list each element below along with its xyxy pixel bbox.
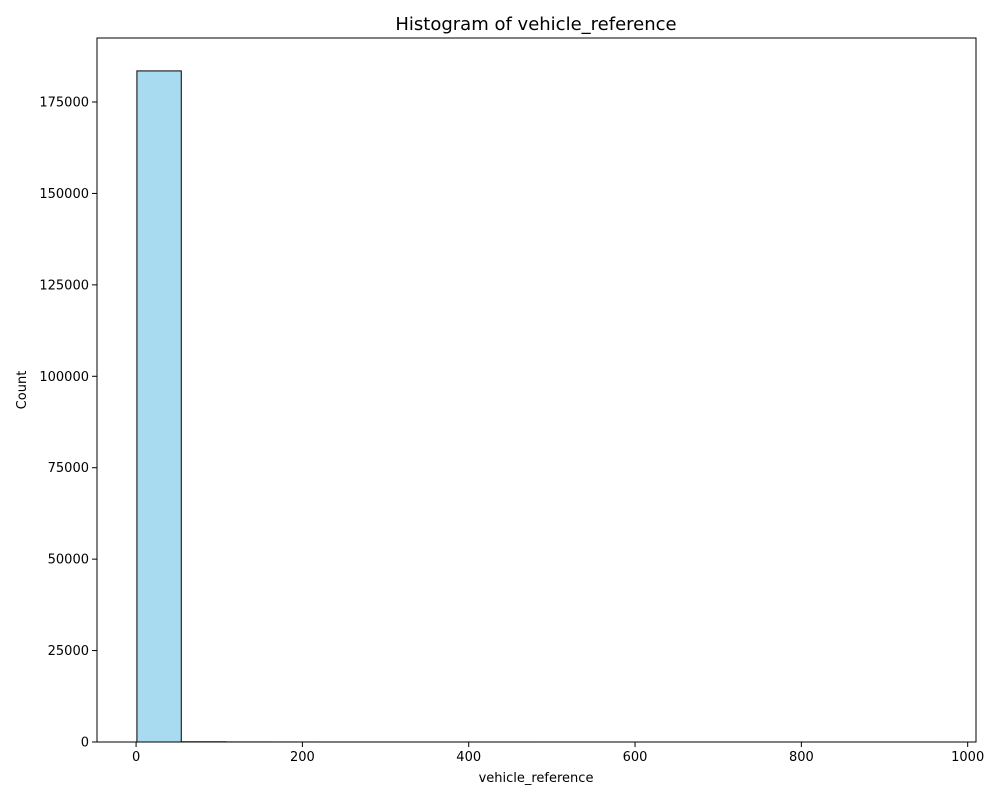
x-tick-label: 800	[789, 750, 814, 765]
y-axis: 0 25000 50000 75000 100000 125000 150000 175000	[39, 96, 97, 751]
y-tick-label: 125000	[39, 278, 89, 293]
bars-group	[136, 70, 936, 743]
histogram-bar-0	[136, 70, 182, 743]
y-tick-label: 0	[81, 736, 89, 751]
y-tick-label: 75000	[48, 461, 89, 476]
x-tick-label: 600	[623, 750, 648, 765]
x-tick-label: 0	[132, 750, 140, 765]
x-tick-label: 1000	[951, 750, 984, 765]
x-tick-label: 200	[290, 750, 315, 765]
y-tick-label: 150000	[39, 187, 89, 202]
x-axis-label: vehicle_reference	[479, 771, 594, 786]
plot-frame	[96, 37, 977, 743]
x-axis: 0 200 400 600 800 1000	[132, 742, 984, 765]
y-tick-label: 50000	[48, 553, 89, 568]
y-tick-label: 25000	[48, 644, 89, 659]
y-axis-label: Count	[15, 371, 30, 410]
chart-title: Histogram of vehicle_reference	[395, 14, 676, 35]
x-tick-label: 400	[456, 750, 481, 765]
y-tick-label: 100000	[39, 370, 89, 385]
y-tick-label: 175000	[39, 96, 89, 111]
